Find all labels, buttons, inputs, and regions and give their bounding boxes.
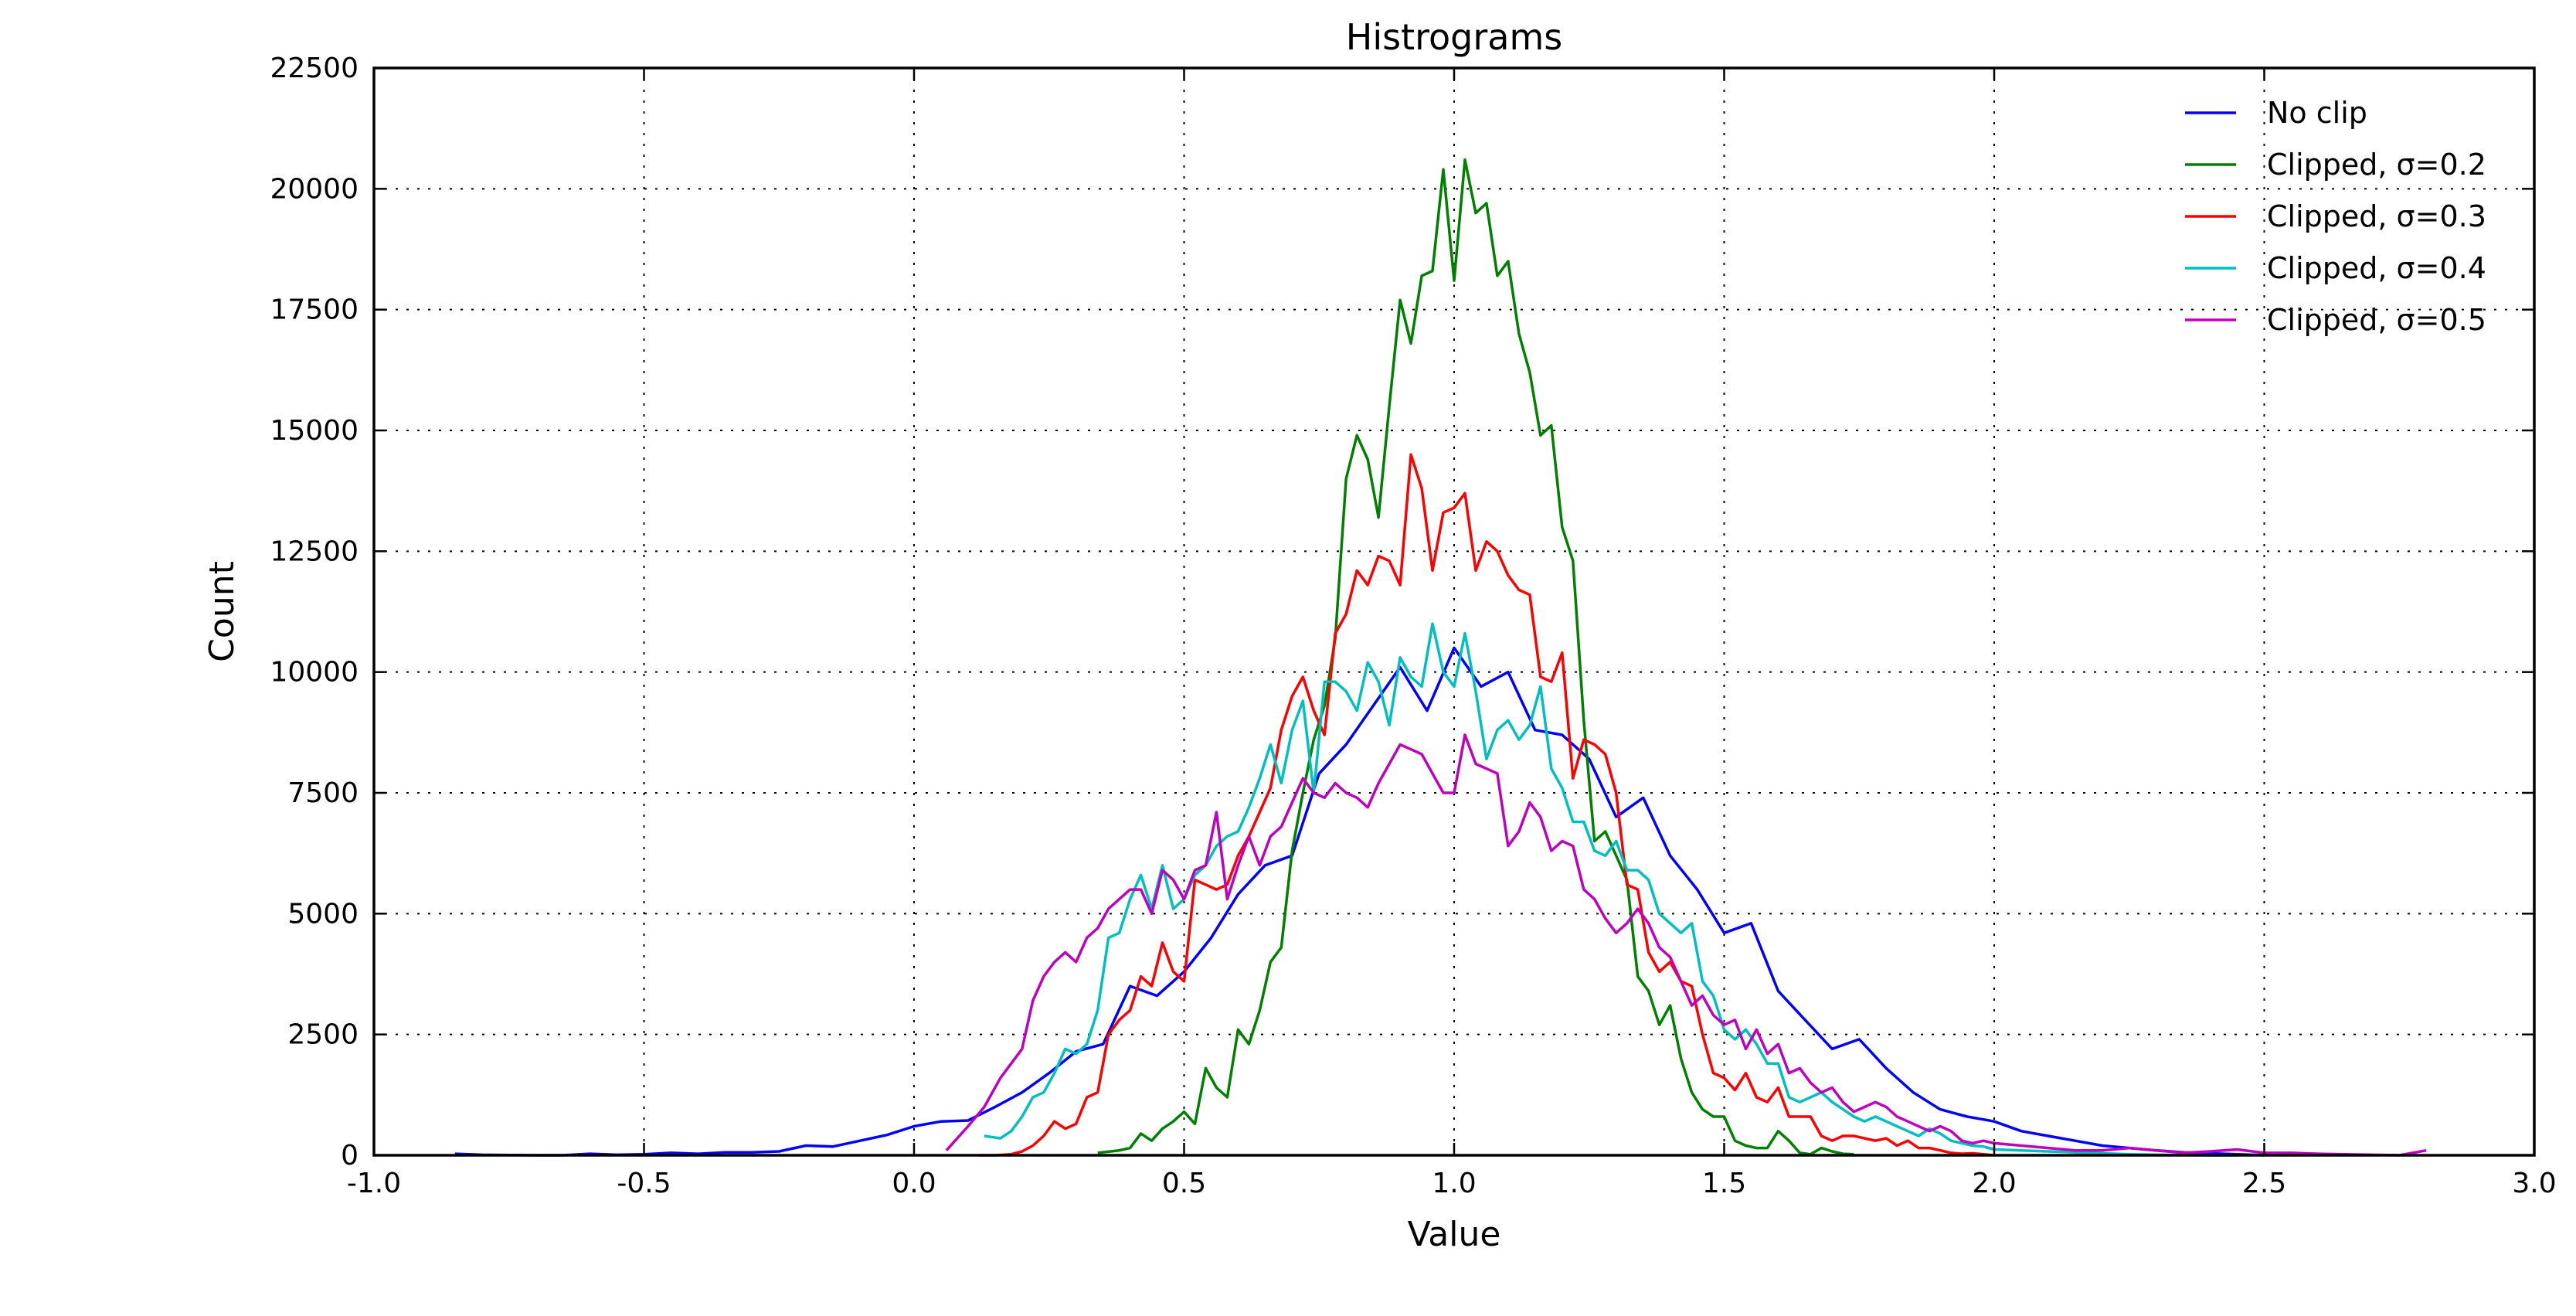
legend: No clip Clipped, σ=0.2 Clipped, σ=0.3 Clipp… (2185, 96, 2486, 337)
y-tick-label: 0 (341, 1140, 359, 1171)
x-axis-label: Value (1408, 1215, 1501, 1254)
x-tick-label: 3.0 (2512, 1168, 2556, 1199)
series-line-1 (1097, 158, 1854, 1156)
x-tick-label: 1.0 (1432, 1168, 1476, 1199)
chart-title: Histrograms (1346, 16, 1563, 58)
y-tick-label: 12500 (270, 536, 359, 567)
legend-label-0: No clip (2267, 96, 2367, 130)
y-tick-label: 5000 (287, 898, 359, 930)
x-tick-label: 2.0 (1972, 1168, 2016, 1199)
legend-label-2: Clipped, σ=0.3 (2267, 199, 2486, 233)
y-tick-label: 15000 (270, 415, 359, 447)
series-line-2 (978, 453, 1995, 1157)
axis-ticks: -1.0 -0.5 0.0 0.5 1.0 1.5 2.0 2.5 3.0 0 2500 5000 75… (270, 53, 2556, 1199)
y-tick-label: 17500 (270, 294, 359, 326)
legend-label-3: Clipped, σ=0.4 (2267, 251, 2486, 285)
x-tick-label: 0.0 (892, 1168, 936, 1199)
x-tick-label: 0.5 (1162, 1168, 1206, 1199)
x-tick-label: 1.5 (1702, 1168, 1746, 1199)
series-line-0 (454, 646, 2265, 1157)
x-tick-label: 2.5 (2242, 1168, 2286, 1199)
series-lines (454, 158, 2427, 1157)
legend-label-1: Clipped, σ=0.2 (2267, 148, 2486, 182)
legend-label-4: Clipped, σ=0.5 (2267, 303, 2486, 337)
y-axis-label: Count (202, 561, 242, 662)
x-tick-label: -1.0 (347, 1168, 401, 1199)
series-line-4 (945, 733, 2427, 1157)
y-tick-label: 20000 (270, 173, 359, 205)
y-tick-label: 10000 (270, 657, 359, 689)
y-tick-label: 7500 (287, 777, 359, 809)
y-tick-label: 22500 (270, 53, 359, 84)
series-line-3 (984, 622, 2238, 1157)
y-tick-label: 2500 (287, 1019, 359, 1051)
x-tick-label: -0.5 (617, 1168, 671, 1199)
